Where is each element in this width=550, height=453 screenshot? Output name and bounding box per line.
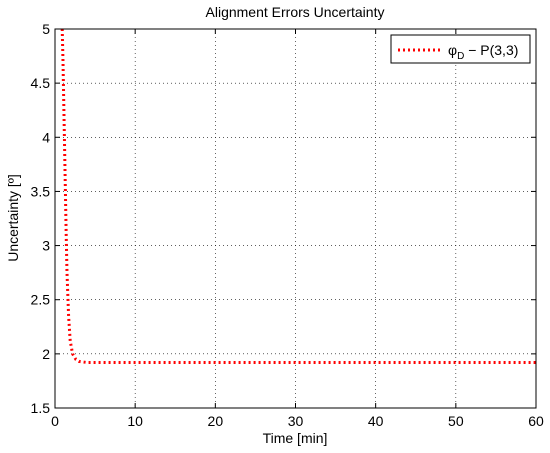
- y-tick-label: 4.5: [31, 75, 51, 91]
- x-tick-label: 60: [528, 413, 544, 429]
- y-axis-label: Uncertainty [º]: [5, 174, 21, 262]
- x-tick-label: 40: [368, 413, 384, 429]
- x-tick-label: 10: [127, 413, 143, 429]
- legend: φD − P(3,3): [390, 34, 531, 64]
- grid-lines: [55, 29, 536, 408]
- x-axis-label: Time [min]: [263, 430, 328, 446]
- legend-label: φD − P(3,3): [448, 42, 518, 62]
- axis-ticks: 0 10 20 30 40 50 60 1.5 2 2.5 3 3.5 4 4.5 5: [31, 21, 544, 429]
- legend-rest: − P(3,3): [464, 42, 518, 58]
- legend-subscript: D: [457, 51, 464, 62]
- y-tick-label: 1.5: [31, 400, 51, 416]
- x-tick-label: 20: [208, 413, 224, 429]
- y-tick-label: 5: [42, 21, 50, 37]
- y-tick-label: 2: [42, 346, 50, 362]
- plot-frame: [54, 28, 537, 409]
- series-layer: [60, 28, 536, 364]
- x-tick-label: 50: [448, 413, 464, 429]
- x-tick-label: 0: [51, 413, 59, 429]
- x-tick-label: 30: [288, 413, 304, 429]
- series-line: [60, 28, 536, 364]
- chart-title: Alignment Errors Uncertainty: [206, 4, 385, 20]
- y-tick-label: 3: [42, 238, 50, 254]
- plot-area: [55, 29, 536, 408]
- y-tick-label: 2.5: [31, 292, 51, 308]
- y-tick-label: 4: [42, 129, 50, 145]
- y-tick-label: 3.5: [31, 183, 51, 199]
- legend-phi: φ: [448, 42, 457, 58]
